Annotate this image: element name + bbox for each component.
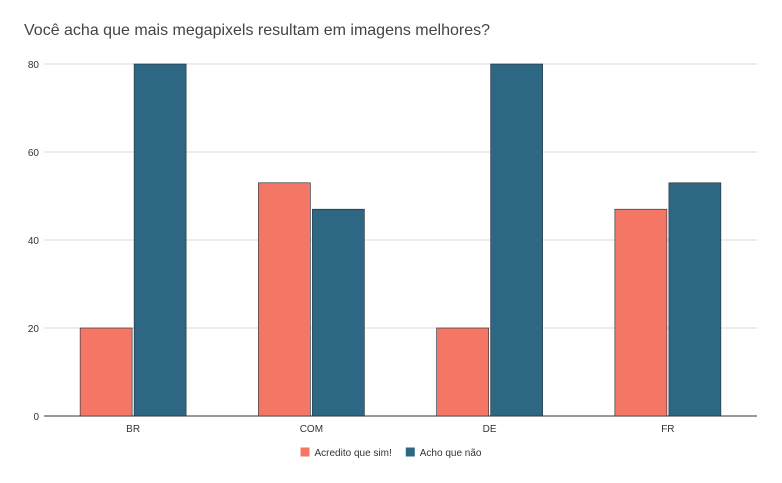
bar-de-series-1 xyxy=(436,327,489,417)
bar-com-series-2 xyxy=(312,208,365,417)
bar-fr-series-1 xyxy=(614,208,668,417)
legend-label-2: Acho que não xyxy=(420,448,482,459)
bar-fr-series-2 xyxy=(668,182,722,417)
y-tick-label-40: 40 xyxy=(28,236,40,247)
bar-br-series-1 xyxy=(79,327,133,417)
y-tick-label-60: 60 xyxy=(28,148,40,159)
legend-swatch-1 xyxy=(300,447,310,457)
y-tick-label-20: 20 xyxy=(28,324,40,335)
legend-swatch-2 xyxy=(405,447,415,457)
legend-label-1: Acredito que sim! xyxy=(315,448,392,459)
y-tick-label-0: 0 xyxy=(33,412,39,423)
bar-br-series-2 xyxy=(133,63,187,417)
x-tick-label-fr: FR xyxy=(661,424,674,435)
x-tick-label-com: COM xyxy=(300,424,323,435)
x-tick-label-br: BR xyxy=(126,424,140,435)
x-tick-label-de: DE xyxy=(483,424,497,435)
y-tick-label-80: 80 xyxy=(28,60,40,71)
chart-title: Você acha que mais megapixels resultam e… xyxy=(24,22,491,39)
bar-de-series-2 xyxy=(490,63,543,417)
bar-com-series-1 xyxy=(258,182,311,417)
